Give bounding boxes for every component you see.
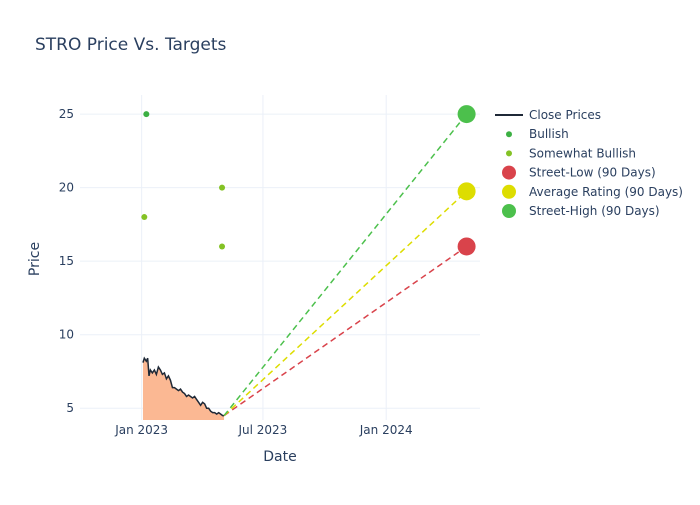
y-axis: 5 10 15 20 25 xyxy=(59,107,74,415)
y-tick-label: 15 xyxy=(59,254,74,268)
legend-label: Bullish xyxy=(529,127,569,141)
plot-area xyxy=(141,105,476,420)
target-line-street-low-90-days xyxy=(223,245,468,417)
y-tick-label: 10 xyxy=(59,328,74,342)
x-tick-label: Jul 2023 xyxy=(237,423,287,437)
legend-label: Somewhat Bullish xyxy=(529,146,636,160)
legend-label: Average Rating (90 Days) xyxy=(529,185,683,199)
x-axis: Jan 2023 Jul 2023 Jan 2024 xyxy=(114,423,412,437)
y-tick-label: 20 xyxy=(59,181,74,195)
rating-point-somewhat-bullish xyxy=(219,184,226,191)
legend-swatch-somewhat-bullish xyxy=(506,150,512,157)
legend[interactable]: Close Prices Bullish Somewhat Bullish Stree… xyxy=(495,108,683,218)
rating-point-somewhat-bullish xyxy=(141,214,148,221)
y-axis-title: Price xyxy=(27,242,43,276)
rating-point-somewhat-bullish xyxy=(219,243,226,250)
chart-title: STRO Price Vs. Targets xyxy=(35,35,227,55)
close-price-area xyxy=(142,358,225,420)
x-tick-label: Jan 2024 xyxy=(359,423,413,437)
legend-swatch-average-rating-90-days xyxy=(502,184,516,199)
target-marker-street-low-90-days xyxy=(457,237,476,256)
legend-label: Street-High (90 Days) xyxy=(529,204,660,218)
legend-swatch-street-high-90-days xyxy=(502,204,516,218)
x-axis-title: Date xyxy=(263,449,296,465)
y-tick-label: 25 xyxy=(59,107,74,121)
rating-point-bullish xyxy=(143,111,150,118)
legend-label: Close Prices xyxy=(529,108,601,122)
legend-swatch-street-low-90-days xyxy=(502,165,516,180)
target-line-street-high-90-days xyxy=(223,113,468,417)
x-tick-label: Jan 2023 xyxy=(114,423,168,437)
legend-label: Street-Low (90 Days) xyxy=(529,166,656,180)
target-marker-average-rating-90-days xyxy=(457,182,476,201)
legend-swatch-bullish xyxy=(506,131,512,138)
grid xyxy=(80,95,480,420)
close-price-line xyxy=(142,356,225,417)
target-marker-street-high-90-days xyxy=(457,105,476,124)
y-tick-label: 5 xyxy=(66,401,74,415)
target-line-average-rating-90-days xyxy=(223,190,468,417)
